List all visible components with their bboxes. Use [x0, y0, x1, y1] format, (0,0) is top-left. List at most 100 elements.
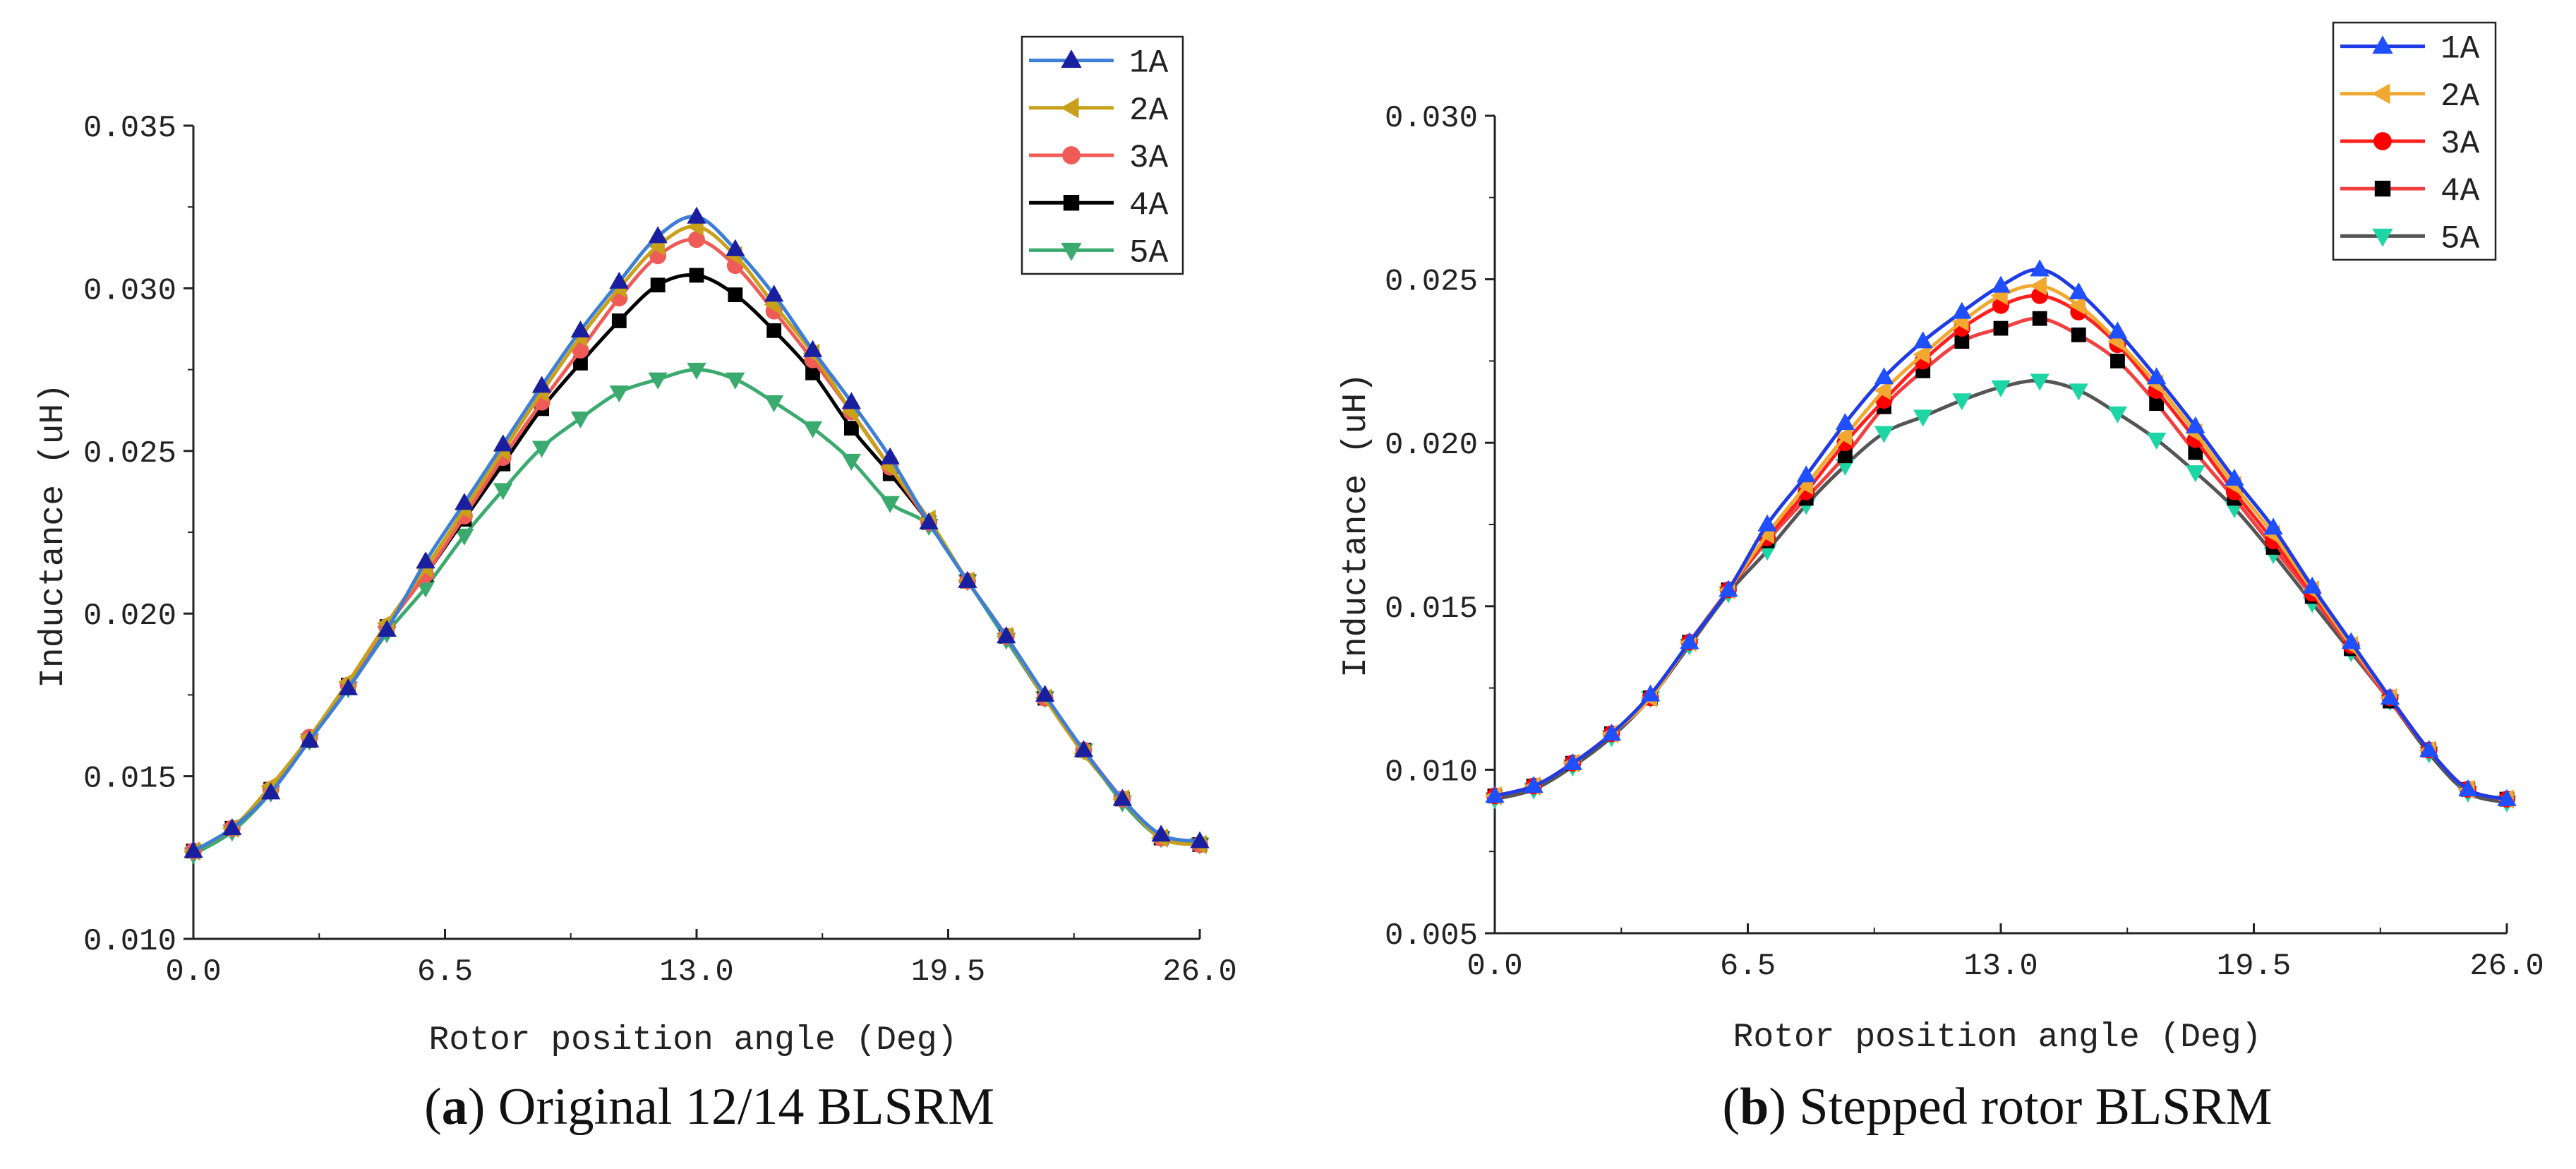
chart-b-data-point-1A	[1640, 684, 1661, 702]
chart-a-data-point-5A	[416, 580, 435, 598]
chart-a-data-point-1A	[377, 619, 397, 637]
chart-a-data-point-1A	[802, 340, 823, 357]
chart-a-data-point-4A	[728, 287, 743, 303]
chart-a-data-point-1A	[1112, 789, 1132, 806]
chart-b-data-point-4A	[2071, 327, 2086, 342]
chart-a-data-point-5A	[764, 395, 784, 412]
chart-a-legend-marker-1A	[1061, 49, 1082, 68]
chart-b-data-point-2A	[1835, 426, 1853, 446]
chart-b-legend-item-5A: 5A	[2340, 220, 2480, 257]
chart-panel-a: 0.0 6.5 13.0 19.5 26.0 0.010 0.015 0.020 0.025 0.…	[35, 35, 1237, 1136]
chart-a-data-point-5A	[531, 440, 552, 458]
chart-a-caption-text: Original 12/14 BLSRM	[498, 1078, 994, 1136]
chart-b-data-point-1A	[2069, 282, 2088, 299]
chart-b-data-point-5A	[2107, 406, 2128, 424]
chart-b-data-point-5A	[1991, 380, 2011, 397]
chart-b-data-point-1A	[1991, 275, 2011, 293]
chart-a-data-point-3A	[572, 341, 589, 359]
chart-a-data-point-1A	[958, 570, 977, 588]
chart-b-data-point-5A	[1874, 426, 1894, 443]
chart-a-data-point-1A	[880, 447, 900, 464]
chart-b-legend-marker-3A	[2373, 132, 2392, 150]
chart-a-data-point-1A	[997, 626, 1016, 644]
chart-b-data-point-4A	[1993, 320, 2009, 336]
chart-a-data-point-1A	[299, 730, 320, 748]
chart-a-y-tick-label: 0.020	[83, 599, 176, 634]
chart-a-legend-marker-2A	[1060, 97, 1079, 119]
chart-b-legend-item-3A: 3A	[2340, 126, 2480, 162]
chart-a-legend-marker-5A	[1061, 242, 1082, 261]
chart-a-data-point-1A	[687, 206, 706, 224]
chart-a-data-point-5A	[841, 453, 862, 471]
chart-b-data-point-1A	[1601, 724, 1622, 741]
chart-b-data-point-1A	[1796, 465, 1816, 483]
chart-b-data-point-1A	[1757, 514, 1777, 532]
chart-b-data-point-1A	[1524, 776, 1543, 793]
chart-b-data-point-5A	[2186, 465, 2205, 483]
chart-a-x-tick-label: 26.0	[1162, 954, 1237, 990]
chart-b-y-tick-label: 0.015	[1385, 592, 1478, 627]
chart-b-data-point-4A	[1837, 448, 1853, 464]
chart-a-caption-letter: a	[442, 1078, 468, 1136]
chart-b-y-tick-label: 0.005	[1385, 918, 1478, 954]
chart-b-x-tick-label: 19.5	[2217, 949, 2292, 984]
chart-b-data-point-4A	[2149, 396, 2165, 412]
chart-a-y-tick-label: 0.025	[83, 436, 176, 472]
chart-b-data-point-4A	[1954, 334, 1970, 349]
chart-b-data-point-1A	[1952, 301, 1972, 319]
chart-a-legend-item-2A: 2A	[1029, 92, 1169, 129]
chart-a-data-point-1A	[570, 320, 591, 338]
chart-a-data-point-4A	[805, 365, 820, 380]
chart-a-y-tick-label: 0.030	[83, 273, 176, 308]
chart-a-data-point-5A	[648, 372, 668, 390]
chart-a-data-point-1A	[764, 284, 784, 302]
chart-a-data-point-5A	[570, 411, 591, 429]
chart-a-data-point-1A	[416, 551, 435, 569]
chart-b-caption: (b) Stepped rotor BLSRM	[1722, 1078, 2272, 1136]
chart-a-data-point-4A	[573, 355, 588, 371]
chart-b-data-point-1A	[1835, 413, 1855, 431]
chart-a-data-point-5A	[493, 483, 513, 500]
chart-a-x-axis-label: Rotor position angle (Deg)	[429, 1021, 958, 1060]
chart-b-data-point-1A	[2458, 779, 2478, 796]
chart-b-legend-marker-2A	[2371, 83, 2390, 104]
chart-b-data-point-5A	[1913, 409, 1933, 427]
chart-b-y-tick-label: 0.030	[1385, 101, 1478, 136]
chart-b-data-point-1A	[2497, 789, 2517, 806]
chart-a-data-point-1A	[531, 376, 552, 393]
chart-b-y-tick-label: 0.025	[1385, 265, 1478, 300]
chart-b-x-tick-label: 6.5	[1720, 949, 1776, 984]
chart-b-legend-marker-4A	[2374, 181, 2391, 197]
chart-a-x-tick-label: 19.5	[911, 954, 986, 990]
chart-a-legend-label-3A: 3A	[1129, 140, 1169, 176]
chart-a-data-point-5A	[455, 528, 474, 546]
chart-b-data-point-1A	[1913, 331, 1933, 349]
chart-a-data-point-1A	[261, 782, 281, 800]
chart-a-data-point-5A	[726, 372, 745, 390]
chart-a-data-point-1A	[493, 434, 513, 452]
chart-b-data-point-1A	[1563, 753, 1582, 770]
chart-a-y-axis-label: Inductance (uH)	[35, 383, 73, 688]
chart-b-data-point-1A	[1874, 367, 1894, 385]
chart-b-data-point-5A	[1952, 393, 1972, 411]
chart-b-data-point-1A	[2107, 321, 2128, 339]
chart-a-data-point-4A	[766, 323, 782, 338]
chart-a-data-point-1A	[841, 392, 862, 409]
chart-a-data-point-4A	[843, 421, 859, 436]
chart-b-data-point-1A	[2380, 688, 2400, 705]
chart-b-x-tick-label: 0.0	[1467, 949, 1522, 984]
chart-b-ticks: 0.0 6.5 13.0 19.5 26.0 0.005 0.010 0.015 0.020 0.…	[1385, 101, 2544, 984]
chart-a-legend-item-4A: 4A	[1029, 187, 1169, 224]
chart-b-data-point-1A	[2225, 468, 2244, 486]
chart-a-data-point-1A	[338, 678, 359, 695]
chart-a-data-point-1A	[726, 239, 745, 256]
chart-b-y-tick-label: 0.020	[1385, 428, 1478, 463]
chart-a-x-tick-label: 0.0	[165, 954, 221, 990]
chart-a-series	[183, 206, 1210, 865]
chart-b-legend-marker-5A	[2372, 228, 2393, 247]
chart-a-data-point-5A	[609, 385, 629, 403]
chart-b-caption-letter: b	[1740, 1078, 1769, 1136]
chart-a-y-tick-label: 0.015	[83, 762, 176, 797]
chart-b-data-point-2A	[1913, 344, 1930, 364]
